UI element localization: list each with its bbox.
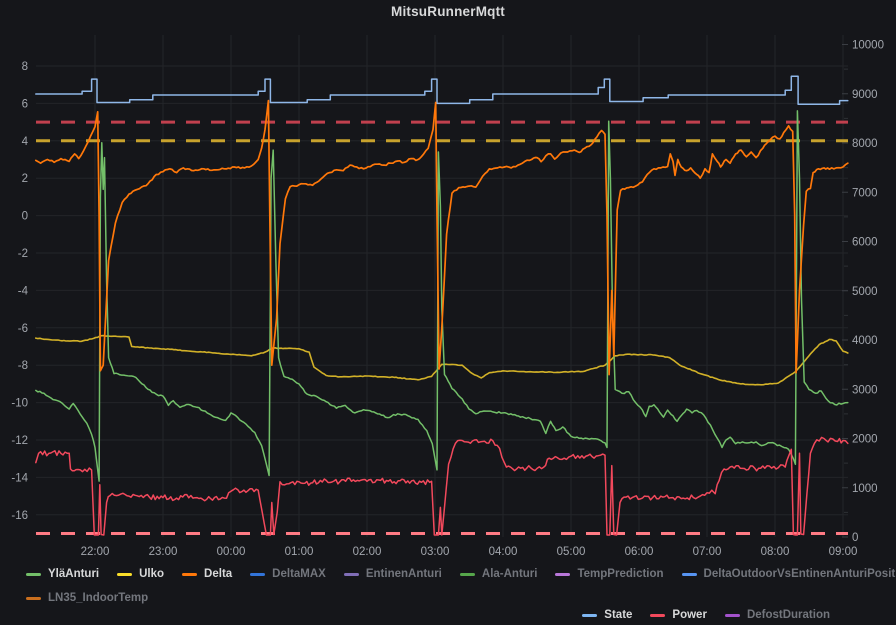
x-axis-label: 03:00 <box>421 546 450 558</box>
legend-swatch <box>343 572 359 576</box>
y-axis-right-label: 10000 <box>852 40 884 52</box>
series-line-State <box>35 75 849 106</box>
y-axis-left-label: -2 <box>18 248 28 260</box>
y-axis-right-label: 4000 <box>852 335 878 347</box>
legend-swatch <box>724 613 740 617</box>
x-axis-label: 01:00 <box>285 546 314 558</box>
legend-swatch <box>681 572 697 576</box>
legend-swatch <box>26 596 41 600</box>
legend-item-LN35_IndoorTemp[interactable]: LN35_IndoorTemp <box>26 592 148 604</box>
legend-label: TempPrediction <box>577 568 664 580</box>
legend-label: Delta <box>204 568 233 580</box>
legend-row: LN35_IndoorTemp <box>26 586 896 610</box>
x-axis-label: 02:00 <box>353 546 382 558</box>
y-axis-left-label: -12 <box>11 435 28 447</box>
legend-swatch <box>582 613 598 617</box>
x-axis-label: 05:00 <box>557 546 586 558</box>
y-axis-right-label: 7000 <box>852 187 878 199</box>
y-axis-left-label: 8 <box>22 61 28 73</box>
y-axis-right-label: 2000 <box>852 434 878 446</box>
legend: YläAnturi Ulko Delta DeltaMAX EntinenAnturi A… <box>26 562 896 610</box>
y-axis-left-label: 4 <box>22 136 29 148</box>
x-axis-label: 09:00 <box>829 546 858 558</box>
y-axis-left-label: -4 <box>18 285 29 297</box>
legend-label: LN35_IndoorTemp <box>48 592 149 604</box>
panel-title[interactable]: MitsuRunnerMqtt <box>391 4 505 19</box>
y-axis-left-label: 6 <box>22 98 28 110</box>
series-line-YläAnturi <box>35 110 849 482</box>
legend-label: Ala-Anturi <box>481 568 538 580</box>
legend-label: Ulko <box>139 568 165 580</box>
legend-item-DeltaOutdoorVsEntinenAnturiPosition[interactable]: DeltaOutdoorVsEntinenAnturiPosition <box>681 568 896 580</box>
series-line-Ulko <box>34 334 849 386</box>
x-axis-label: 04:00 <box>489 546 518 558</box>
x-axis-label: 22:00 <box>81 546 110 558</box>
legend-label: DefostDuration <box>746 609 830 621</box>
legend-right: State Power DefostDuration <box>582 605 848 625</box>
legend-label: DeltaOutdoorVsEntinenAnturiPosition <box>703 568 896 580</box>
legend-item-Ala-Anturi[interactable]: Ala-Anturi <box>459 568 538 580</box>
legend-label: Power <box>672 609 707 621</box>
y-axis-left-label: -8 <box>18 360 28 372</box>
x-axis-label: 06:00 <box>625 546 654 558</box>
legend-item-Power[interactable]: Power <box>650 609 707 621</box>
legend-item-State[interactable]: State <box>582 609 632 621</box>
series-line-Delta <box>34 99 849 376</box>
legend-item-Delta[interactable]: Delta <box>182 568 232 580</box>
y-axis-right-label: 9000 <box>852 89 878 101</box>
y-axis-right-label: 3000 <box>852 384 878 396</box>
legend-label: DeltaMAX <box>272 568 326 580</box>
legend-item-Ulko[interactable]: Ulko <box>117 568 164 580</box>
legend-swatch <box>555 572 571 576</box>
legend-swatch <box>26 572 41 576</box>
x-axis-label: 00:00 <box>217 546 246 558</box>
y-axis-right-label: 5000 <box>852 286 878 298</box>
y-axis-right-label: 6000 <box>852 237 878 249</box>
legend-item-EntinenAnturi[interactable]: EntinenAnturi <box>343 568 442 580</box>
legend-item-DefostDuration[interactable]: DefostDuration <box>724 609 830 621</box>
legend-swatch <box>459 572 475 576</box>
series-line-Power <box>35 436 849 536</box>
legend-label: State <box>604 609 633 621</box>
y-axis-left-label: 0 <box>22 211 28 223</box>
y-axis-right-label: 1000 <box>852 483 878 495</box>
y-axis-left-label: 2 <box>22 173 28 185</box>
y-axis-right-label: 0 <box>852 532 858 544</box>
y-axis-left-label: -16 <box>11 510 28 522</box>
y-axis-left-label: -10 <box>11 398 28 410</box>
legend-item-TempPrediction[interactable]: TempPrediction <box>555 568 664 580</box>
y-axis-right-label: 8000 <box>852 138 878 150</box>
legend-label: EntinenAnturi <box>365 568 442 580</box>
legend-swatch <box>117 572 133 576</box>
x-axis-label: 07:00 <box>693 546 722 558</box>
legend-row: YläAnturi Ulko Delta DeltaMAX EntinenAnturi A… <box>26 562 896 586</box>
legend-swatch <box>650 613 666 617</box>
x-axis-label: 23:00 <box>149 546 178 558</box>
legend-swatch <box>250 572 266 576</box>
x-axis-label: 08:00 <box>761 546 790 558</box>
y-axis-left-label: -6 <box>18 323 28 335</box>
legend-swatch <box>182 572 198 576</box>
legend-label: YläAnturi <box>48 568 100 580</box>
legend-item-YläAnturi[interactable]: YläAnturi <box>26 568 99 580</box>
legend-item-DeltaMAX[interactable]: DeltaMAX <box>250 568 326 580</box>
y-axis-left-label: -14 <box>11 472 28 484</box>
